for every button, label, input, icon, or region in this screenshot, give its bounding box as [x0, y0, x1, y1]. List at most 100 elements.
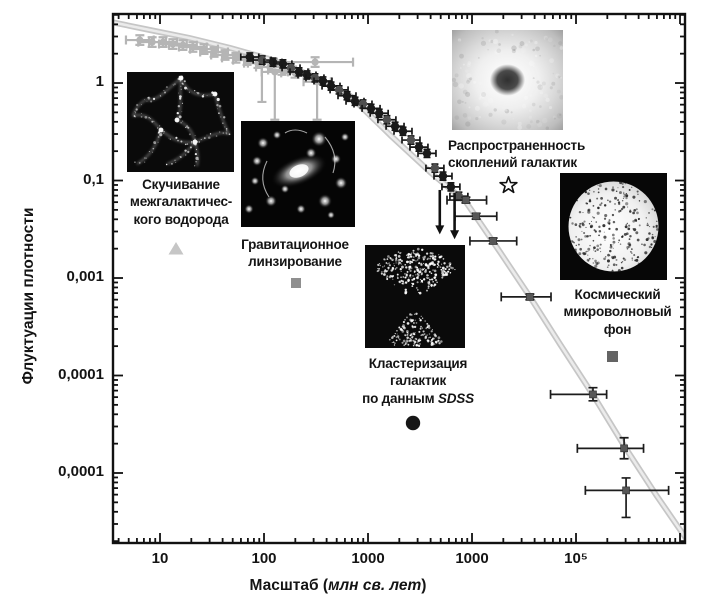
galaxy-dot — [391, 258, 394, 262]
mottle-dot — [478, 97, 482, 100]
cmb-speckle — [654, 236, 656, 238]
galaxy-dot — [417, 253, 420, 256]
galaxy-dot — [398, 263, 400, 266]
galaxy-dot — [431, 254, 435, 258]
circle — [176, 111, 179, 115]
cmb-speckle — [637, 218, 640, 221]
cmb-speckle — [650, 243, 653, 246]
galaxy-dot — [412, 319, 414, 322]
cmb-speckle — [612, 240, 616, 244]
galaxy-dot — [415, 260, 417, 262]
cmb-speckle — [633, 209, 637, 212]
galaxy-dot — [416, 281, 419, 284]
cmb-speckle — [628, 224, 631, 227]
galaxy-dot — [383, 265, 385, 267]
circle — [185, 154, 187, 156]
cmb-speckle — [635, 231, 639, 235]
cmb-speckle — [615, 264, 618, 266]
mottle-dot — [467, 116, 472, 120]
cmb-speckle — [622, 186, 625, 189]
circle — [144, 157, 146, 159]
cmb-speckle — [593, 216, 595, 219]
cmb-speckle — [628, 189, 631, 191]
galaxy-dot — [441, 276, 444, 279]
galaxy-dot — [404, 334, 406, 336]
mottle-dot — [474, 105, 480, 111]
galaxy-dot — [398, 280, 401, 283]
mottle-dot — [467, 61, 472, 65]
galaxy-dot — [426, 277, 429, 279]
circle — [174, 159, 176, 161]
galaxy-dot — [410, 333, 412, 335]
upper-limit-arrows — [435, 189, 460, 240]
circle — [216, 103, 219, 107]
circle — [222, 122, 224, 124]
data-point — [620, 444, 628, 453]
circle — [171, 162, 173, 165]
galaxy-dot — [425, 327, 428, 330]
circle — [194, 135, 196, 136]
galaxy-dot — [419, 319, 422, 322]
web-dots — [133, 75, 231, 167]
circle — [163, 90, 165, 91]
mottle-dot — [512, 117, 515, 120]
galaxy-blob — [340, 132, 350, 142]
galaxy-dot — [391, 341, 393, 343]
cmb-speckle — [583, 231, 586, 235]
galaxy-dot — [415, 322, 418, 324]
galaxy-dot — [393, 263, 395, 265]
galaxy-dot — [406, 316, 408, 319]
circle — [184, 149, 187, 152]
mottle-dot — [469, 77, 473, 81]
circle — [212, 91, 218, 97]
cmb-speckle — [596, 244, 600, 248]
galaxy-dot — [437, 260, 440, 263]
galaxy-dot — [421, 268, 424, 271]
mottle-dot — [459, 67, 462, 69]
cmb-speckle — [582, 252, 586, 256]
galaxy-dot — [413, 343, 416, 345]
galaxy-dot — [429, 255, 432, 258]
circle — [134, 161, 136, 163]
circle — [207, 136, 211, 139]
cmb-speckle — [624, 193, 626, 196]
cmb-speckle — [588, 199, 592, 203]
cmb-speckle — [578, 210, 582, 214]
galaxy-dot — [421, 272, 423, 274]
galaxy-dot — [387, 255, 390, 258]
mottle-dot — [552, 115, 556, 119]
galaxy-dot — [426, 289, 428, 292]
galaxy-dot — [394, 342, 396, 345]
galaxy-dot — [419, 278, 421, 281]
mottle-dot — [553, 117, 556, 120]
galaxy-dot — [396, 330, 398, 332]
galaxy-dot — [396, 277, 399, 279]
galaxy-dot — [433, 269, 437, 273]
circle — [153, 120, 155, 122]
cmb-speckle — [614, 203, 616, 205]
cmb-speckle — [595, 221, 598, 223]
cmb-speckle — [624, 182, 627, 185]
x-tick-label: 100 — [251, 550, 277, 567]
x-axis-title: Масштаб (млн св. лет) — [249, 577, 427, 594]
circle — [215, 135, 218, 137]
galaxy-dot — [420, 325, 423, 328]
galaxy-dot — [440, 340, 443, 343]
cmb-speckle — [617, 201, 621, 204]
galaxy-dot — [406, 322, 410, 325]
circle — [182, 120, 184, 122]
cmb-speckle — [606, 266, 609, 268]
mottle-dot — [490, 39, 494, 44]
galaxy-dot — [431, 278, 434, 281]
cmb-speckle — [653, 240, 657, 244]
data-point — [422, 149, 432, 158]
cmb-speckle — [574, 223, 578, 226]
cmb-speckle — [628, 238, 631, 241]
circle — [140, 113, 142, 114]
galaxy-blob — [272, 130, 282, 140]
cmb-speckle — [578, 252, 582, 256]
galaxy-dot — [420, 248, 424, 251]
galaxy-dot — [412, 252, 415, 254]
galaxy-dot — [417, 274, 420, 277]
galaxy-dot — [442, 258, 445, 260]
